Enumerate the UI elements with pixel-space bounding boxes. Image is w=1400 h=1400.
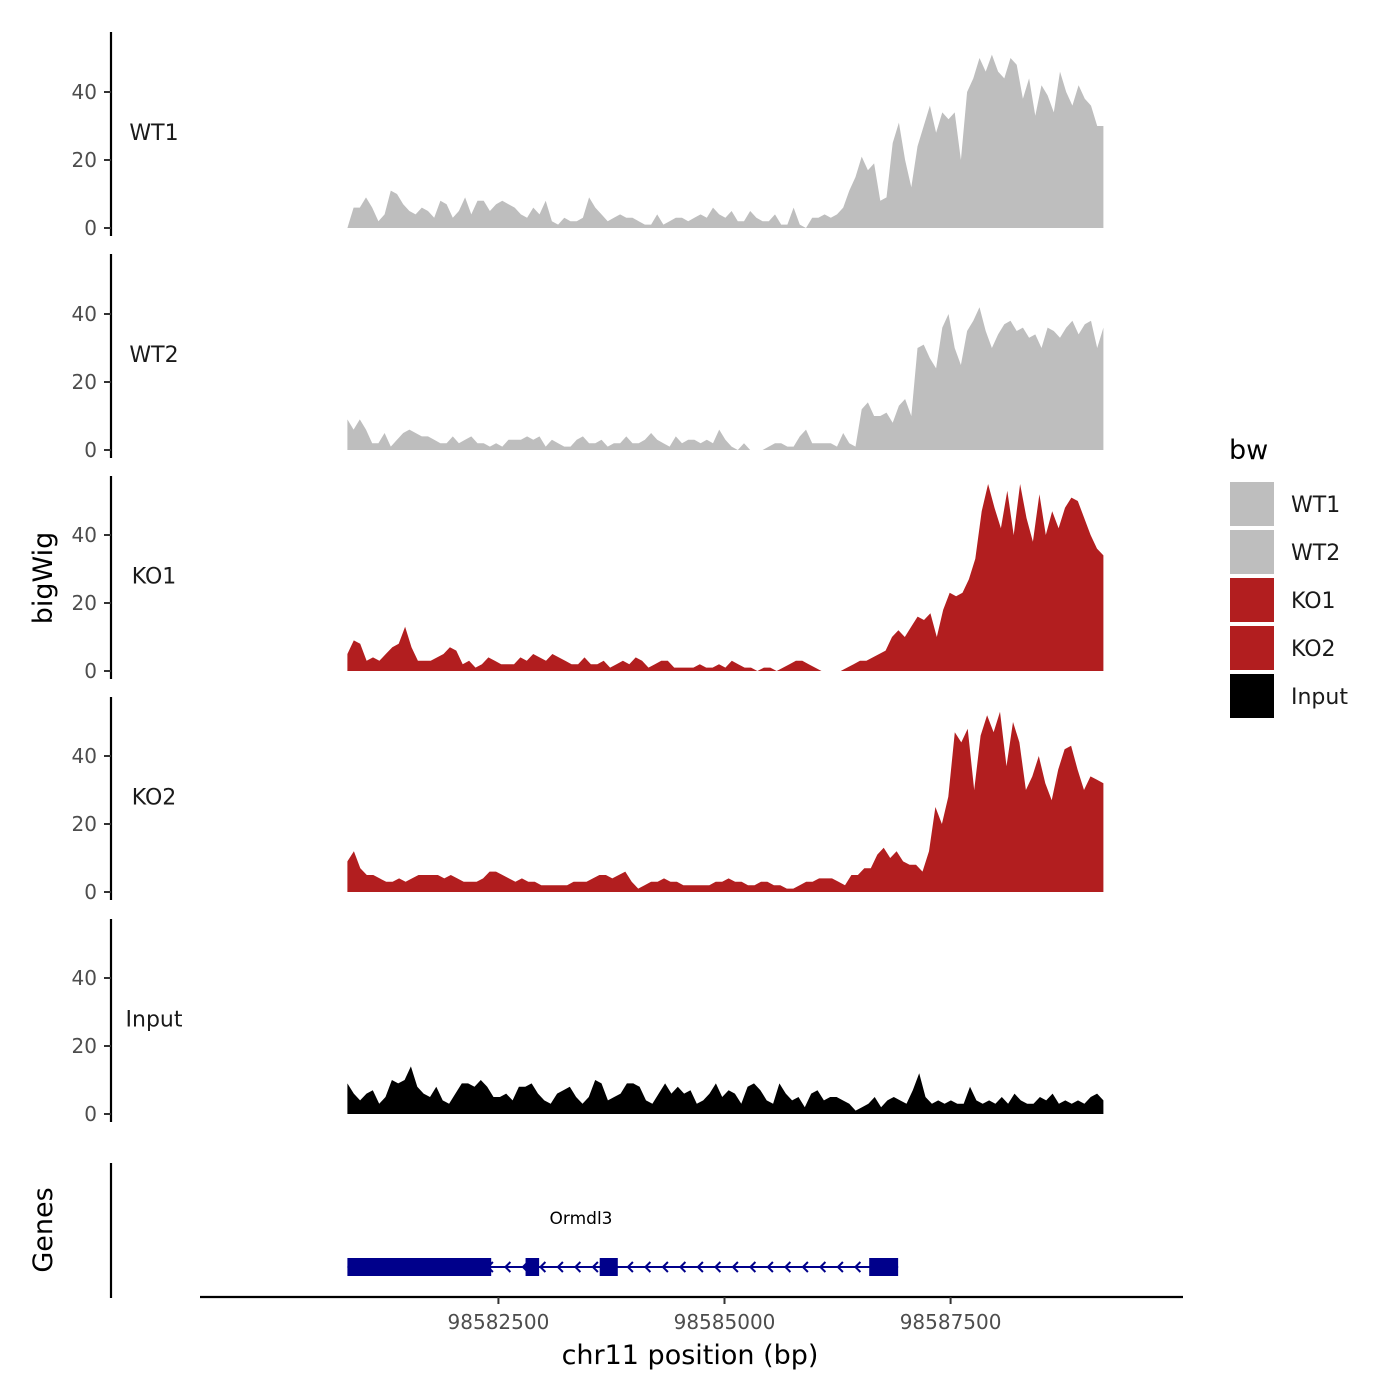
y-tick-label: 20 — [72, 148, 97, 172]
track-wt1: 0 20 40 WT1 — [72, 32, 1104, 240]
y-tick-label: 40 — [72, 744, 97, 768]
gene-name-label: Ormdl3 — [550, 1209, 613, 1229]
y-tick-label: 20 — [72, 370, 97, 394]
y-axis-title: bigWig — [28, 532, 59, 625]
track-label-wt2: WT2 — [129, 343, 178, 368]
gene-strand-arrow — [748, 1261, 757, 1273]
gene-strand-arrow — [853, 1261, 862, 1273]
x-axis: 98582500 98585000 98587500 — [200, 1295, 1183, 1334]
legend-label-wt1: WT1 — [1291, 493, 1340, 518]
gene-strand-arrow — [573, 1261, 582, 1273]
signal-area-wt2 — [347, 307, 1104, 450]
y-tick-label: 40 — [72, 966, 97, 990]
gene-strand-arrow — [661, 1261, 669, 1273]
y-tick-label: 0 — [84, 880, 97, 904]
legend-label-ko1: KO1 — [1291, 589, 1336, 614]
track-input: 0 20 40 Input — [72, 919, 1104, 1126]
gene-strand-arrow — [731, 1261, 739, 1273]
gene-strand-arrow — [801, 1261, 809, 1273]
gene-strand-arrow — [766, 1261, 774, 1273]
legend-label-input: Input — [1291, 685, 1348, 710]
legend: bw WT1 WT2 KO1 KO2 Input — [1228, 435, 1348, 720]
y-tick-label: 0 — [84, 1102, 97, 1126]
gene-strand-arrow — [591, 1261, 599, 1273]
gene-exon — [599, 1258, 618, 1276]
legend-key-wt2 — [1228, 528, 1276, 576]
gene-strand-arrow — [556, 1261, 564, 1273]
track-label-ko2: KO2 — [132, 786, 177, 811]
signal-tracks: 0 20 40 WT1 0 20 40 WT2 0 20 40 KO1 0 20 40 KO2 0 20 40 Inp… — [72, 32, 1104, 1126]
y-tick-label: 0 — [84, 659, 97, 683]
y-tick-label: 0 — [84, 438, 97, 462]
legend-key-ko1 — [1228, 576, 1276, 624]
x-tick-label: 98585000 — [674, 1310, 776, 1334]
gene-strand-arrow — [503, 1261, 512, 1273]
gene-model — [347, 1258, 899, 1276]
track-wt2: 0 20 40 WT2 — [72, 254, 1104, 462]
legend-key-ko2 — [1228, 624, 1276, 672]
y-tick-label: 40 — [72, 523, 97, 547]
legend-key-input — [1228, 672, 1276, 720]
x-tick-label: 98582500 — [448, 1310, 550, 1334]
gene-exon — [869, 1258, 899, 1276]
gene-strand-arrow — [836, 1261, 844, 1273]
y-tick-label: 20 — [72, 812, 97, 836]
gene-strand-arrow — [538, 1261, 547, 1273]
signal-area-ko1 — [347, 484, 1104, 671]
gene-strand-arrow — [783, 1261, 792, 1273]
gene-strand-arrow — [626, 1261, 634, 1273]
track-label-input: Input — [126, 1008, 183, 1033]
track-ko2: 0 20 40 KO2 — [72, 697, 1104, 904]
legend-label-wt2: WT2 — [1291, 541, 1340, 566]
track-ko1: 0 20 40 KO1 — [72, 476, 1104, 683]
x-tick-label: 98587500 — [900, 1310, 1002, 1334]
gene-strand-arrow — [818, 1261, 827, 1273]
y-tick-label: 0 — [84, 216, 97, 240]
gene-exon — [347, 1258, 492, 1276]
y-tick-label: 40 — [72, 80, 97, 104]
y-tick-label: 20 — [72, 591, 97, 615]
signal-area-ko2 — [347, 711, 1104, 892]
x-axis-title: chr11 position (bp) — [562, 1340, 819, 1371]
gene-panel: Genes Ormdl3 — [28, 1163, 899, 1298]
gene-strand-arrow — [696, 1261, 704, 1273]
y-tick-label: 20 — [72, 1034, 97, 1058]
track-label-wt1: WT1 — [129, 121, 178, 146]
track-label-ko1: KO1 — [132, 565, 177, 590]
gene-strand-arrow — [643, 1261, 652, 1273]
legend-label-ko2: KO2 — [1291, 637, 1336, 662]
gene-exon — [525, 1258, 540, 1276]
signal-area-wt1 — [347, 54, 1104, 228]
legend-key-wt1 — [1228, 480, 1276, 528]
y-tick-label: 40 — [72, 302, 97, 326]
gene-strand-arrow — [713, 1261, 722, 1273]
signal-area-input — [347, 1066, 1104, 1114]
legend-title: bw — [1229, 435, 1268, 466]
gene-strand-arrow — [678, 1261, 687, 1273]
genes-axis-title: Genes — [28, 1187, 59, 1272]
